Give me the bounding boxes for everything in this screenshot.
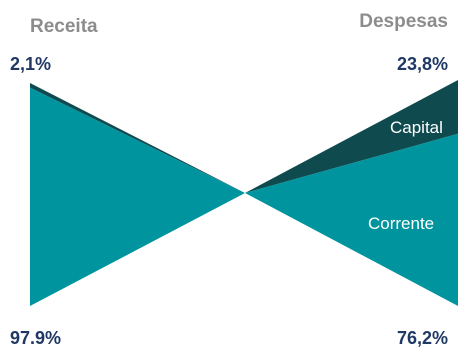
left-header: Receita bbox=[30, 16, 98, 37]
right-segment-0 bbox=[245, 80, 458, 193]
right-segment-label-corrente: Corrente bbox=[368, 214, 434, 233]
left-segment-1 bbox=[30, 87, 245, 306]
left-segment-0 bbox=[30, 83, 245, 193]
left-top-value-label: 2,1% bbox=[10, 54, 51, 74]
chart-shapes bbox=[30, 80, 458, 306]
right-top-value-label: 23,8% bbox=[397, 54, 448, 74]
right-header: Despesas bbox=[359, 11, 448, 32]
right-bottom-value-label: 76,2% bbox=[397, 328, 448, 348]
left-bottom-value-label: 97.9% bbox=[10, 328, 61, 348]
right-segment-label-capital: Capital bbox=[390, 118, 443, 137]
right-segment-1 bbox=[245, 133, 458, 306]
